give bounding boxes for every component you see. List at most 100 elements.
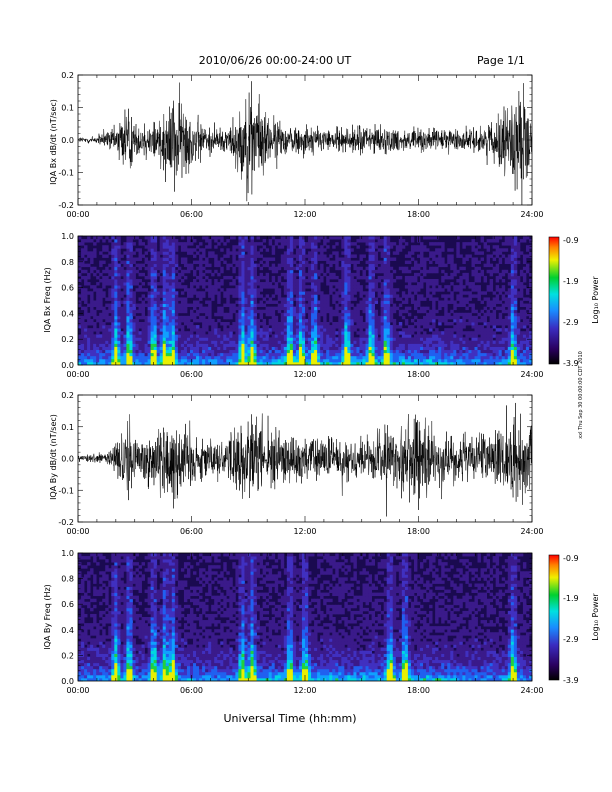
bx-spectrogram-cell [235,340,239,344]
bx-spectrogram-cell [450,309,454,314]
bx-spectrogram-cell [117,279,121,283]
bx-spectrogram-cell [202,260,206,265]
bx-spectrogram-cell [132,272,136,277]
bx-spectrogram-cell [480,346,484,351]
bx-spectrogram-cell [105,325,109,329]
bx-spectrogram-cell [259,272,264,277]
bx-spectrogram-cell [292,288,297,292]
bx-spectrogram-cell [410,328,415,332]
bx-spectrogram-cell [186,343,191,347]
bx-spectrogram-cell [84,282,88,286]
bx-spectrogram-cell [407,352,412,357]
bx-spectrogram-cell [168,282,173,286]
bx-spectrogram-cell [471,358,475,363]
bx-spectrogram-cell [471,346,475,351]
bx-spectrogram-cell [301,275,306,280]
bx-spectrogram-cell [305,343,309,347]
bx-spectrogram-cell [144,288,149,292]
bx-spectrogram-cell [159,294,164,298]
bx-spectrogram-cell [480,328,484,332]
bx-spectrogram-cell [374,279,379,283]
bx-spectrogram-cell [177,349,182,354]
bx-spectrogram-cell [277,266,282,271]
bx-spectrogram-cell [208,269,212,274]
bx-spectrogram-cell [450,263,454,268]
bx-spectrogram-cell [510,248,515,252]
bx-spectrogram-cell [262,285,267,289]
bx-spectrogram-cell [174,279,179,283]
bx-spectrogram-cell [329,260,333,265]
bx-spectrogram-cell [177,303,182,308]
bx-spectrogram-cell [202,322,206,326]
bx-spectrogram-cell [126,361,130,365]
bx-spectrogram-cell [108,251,112,255]
bx-spectrogram-cell [344,285,348,289]
bx-spectrogram-cell [283,306,288,311]
bx-spectrogram-cell [353,349,357,354]
bx-spectrogram-cell [326,352,330,357]
bx-spectrogram-cell [453,352,457,357]
bx-spectrogram-cell [84,328,88,332]
bx-spectrogram-cell [429,343,433,347]
bx-spectrogram-cell [492,303,497,308]
bx-spectrogram-cell [450,300,454,304]
bx-spectrogram-cell [90,352,94,357]
bx-spectrogram-cell [208,251,212,255]
bx-spectrogram-cell [217,306,221,311]
bx-dbdt-panel: IQA Bx dB/dt (nT/sec) 00:00 06:00 12:00 18:… [49,71,544,219]
bx-spectrogram-cell [314,245,318,249]
bx-spectrogram-cell [268,361,273,365]
bx-spectrogram-cell [177,242,182,246]
bx-spectrogram-cell [298,260,303,265]
bx-spectrogram-cell [377,291,382,295]
bx-spectrogram-cell [407,337,412,341]
bx-spectrogram-cell [320,325,324,329]
bx-spectrogram-cell [244,361,248,365]
bx-spectrogram-cell [359,318,363,323]
bx-spectrogram-cell [386,282,391,286]
bx-spectrogram-cell [435,309,439,314]
bx-spectrogram-cell [335,343,339,347]
bx-spectrogram-cell [147,272,152,277]
bx-spectrogram-cell [189,263,194,268]
bx-spectrogram-cell [368,340,372,344]
bx-spectrogram-cell [114,269,118,274]
bx-spectrogram-cell [129,291,133,295]
bx-spectrogram-cell [389,257,394,261]
bx-spectrogram-cell [93,361,97,365]
bx-spectrogram-cell [177,297,182,301]
bx-spectrogram-cell [483,297,487,301]
bx-spectrogram-cell [477,318,481,323]
bx-spectrogram-cell [138,349,142,354]
bx-spectrogram-cell [326,297,330,301]
bx-spectrogram-cell [332,358,336,363]
bx-spectrogram-cell [186,242,191,246]
bx-spectrogram-cell [323,312,327,317]
bx-spectrogram-cell [241,328,245,332]
bx-spectrogram-cell [150,343,155,347]
bx-spectrogram-cell [341,355,345,360]
bx-spectrogram-cell [156,266,161,271]
bx-spectrogram-cell [450,346,454,351]
bx-spectrogram-cell [504,337,509,341]
bx-spectrogram-cell [326,343,330,347]
bx-spectrogram-cell [223,275,227,280]
bx-spectrogram-cell [438,303,442,308]
bx-spectrogram-cell [250,248,254,252]
bx-spectrogram-cell [147,239,152,243]
bx-spectrogram-cell [522,343,527,347]
bx-spectrogram-cell [456,245,460,249]
bx-spectrogram-cell [392,306,397,311]
bx-spectrogram-cell [96,334,100,338]
bx-spectrogram-cell [471,269,475,274]
bx-spectrogram-cell [153,340,158,344]
bx-spectrogram-cell [186,352,191,357]
bx-spectrogram-cell [241,325,245,329]
bx-spectrogram-cell [96,343,100,347]
bx-spectrogram-cell [311,257,315,261]
bx-spectrogram-cell [371,328,376,332]
bx-spectrogram-cell [489,346,494,351]
bx-spectrogram-cell [429,260,433,265]
bx-spectrogram-cell [453,303,457,308]
bx-spectrogram-cell [214,254,218,258]
